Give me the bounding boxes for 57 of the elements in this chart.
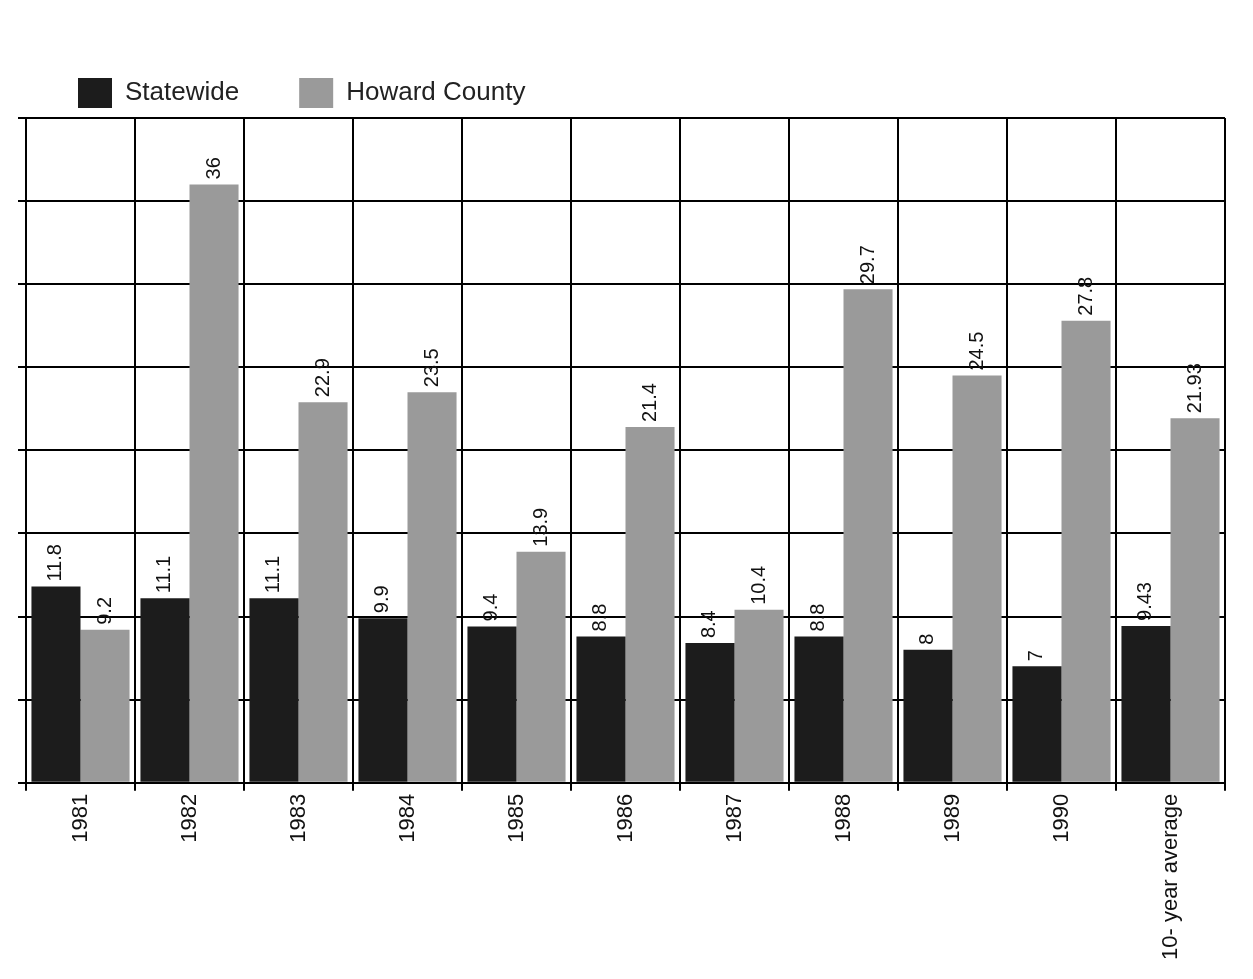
legend-label: Statewide: [125, 76, 240, 107]
bar: [140, 598, 190, 782]
x-tick-label: 1988: [829, 793, 855, 843]
data-label: 9.43: [1133, 582, 1156, 621]
data-label: 11.8: [43, 544, 66, 582]
bar: [249, 598, 299, 782]
bar: [1061, 320, 1111, 782]
data-label: 27.8: [1073, 276, 1096, 316]
bar: [576, 636, 626, 782]
x-tick-label: 1983: [284, 793, 310, 843]
data-label: 22.9: [310, 358, 333, 398]
x-tick-label: 1981: [66, 793, 92, 843]
data-label: 8: [915, 633, 938, 645]
bar: [903, 649, 953, 782]
bar: [1012, 666, 1062, 782]
bar: [80, 629, 130, 782]
legend-label: Howard County: [346, 76, 526, 107]
bar: [358, 618, 408, 782]
x-tick-label: 1982: [175, 793, 201, 843]
bar: [625, 427, 675, 782]
data-label: 24.5: [964, 331, 987, 371]
data-label: 8.8: [588, 603, 611, 632]
x-tick-label: 1986: [611, 793, 637, 843]
bar: [1170, 418, 1220, 782]
bar: [734, 609, 784, 782]
data-label: 21.93: [1182, 363, 1205, 414]
data-label: 7: [1024, 650, 1047, 662]
data-label: 8.8: [806, 603, 829, 632]
data-label: 29.7: [855, 245, 878, 285]
data-label: 9.9: [370, 585, 393, 614]
bar: [189, 184, 239, 782]
data-label: 9.4: [479, 593, 502, 622]
data-label: 36: [201, 157, 224, 180]
data-label: 11.1: [261, 555, 284, 594]
x-tick-label: 1989: [938, 793, 964, 843]
x-tick-label: 1987: [720, 793, 746, 843]
bar: [407, 392, 457, 782]
x-tick-label: 10- year average: [1156, 793, 1182, 961]
data-label: 9.2: [92, 596, 115, 625]
bar: [794, 636, 844, 782]
data-label: 23.5: [419, 348, 442, 388]
x-tick-label: 1984: [393, 793, 419, 843]
bar: [467, 626, 517, 782]
x-tick-label: 1985: [502, 793, 528, 843]
bar: [31, 586, 81, 782]
x-tick-label: 1990: [1047, 793, 1073, 843]
data-label: 8.4: [697, 610, 720, 639]
data-label: 10.4: [746, 565, 769, 605]
data-label: 13.9: [528, 507, 551, 547]
bar: [952, 375, 1002, 782]
bar: [516, 551, 566, 782]
bar: [685, 643, 735, 782]
bar: [1121, 625, 1171, 782]
bar: [843, 289, 893, 782]
bar: [298, 402, 348, 782]
data-label: 11.1: [152, 555, 175, 594]
data-label: 21.4: [637, 383, 660, 423]
